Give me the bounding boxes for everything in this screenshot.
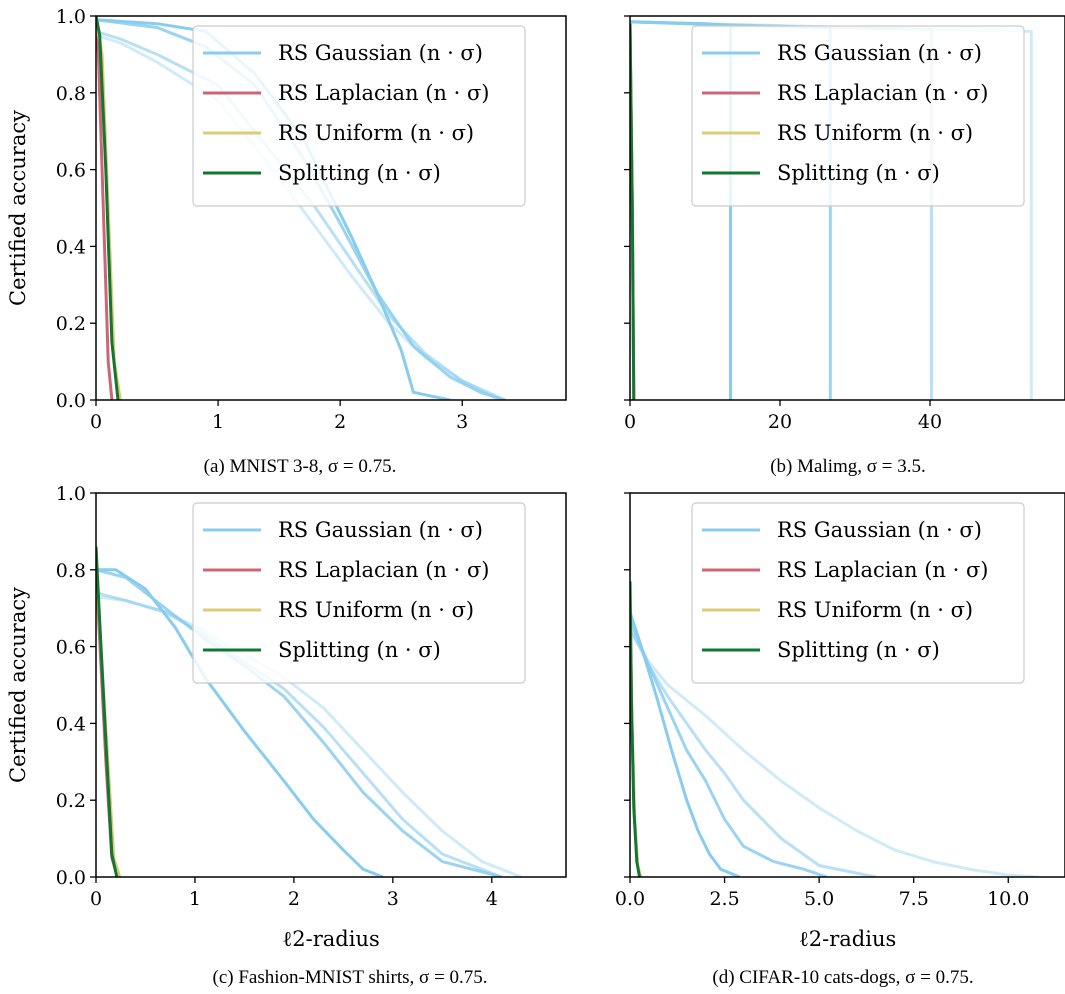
x-tick-label: 0 bbox=[90, 888, 102, 910]
x-axis-label: ℓ2-radius bbox=[282, 927, 380, 951]
series-line-3 bbox=[96, 591, 503, 877]
y-tick-label: 0.8 bbox=[56, 560, 86, 582]
series-line-2 bbox=[96, 568, 503, 877]
y-tick-label: 0.6 bbox=[56, 637, 86, 659]
chart-panel-3: 0.0 0.2 0.4 0.6 0.8 1.0 0 1 2 3 4 Certified accurac… bbox=[6, 483, 567, 988]
legend-label: RS Uniform (n · σ) bbox=[777, 121, 973, 145]
x-tick-label: 5.0 bbox=[804, 888, 834, 910]
legend-label: Splitting (n · σ) bbox=[777, 161, 940, 185]
x-tick-label: 1 bbox=[189, 888, 201, 910]
y-tick-label: 0.4 bbox=[56, 236, 86, 258]
x-tick-label: 10.0 bbox=[987, 888, 1029, 910]
chart-panel-1: 0.0 0.2 0.4 0.6 0.8 1.0 0 1 2 3 Certified accuracy… bbox=[6, 6, 567, 477]
x-tick-label: 1 bbox=[212, 411, 224, 433]
legend-label: RS Laplacian (n · σ) bbox=[777, 81, 989, 105]
panel-caption: (b) Malimg, σ = 3.5. bbox=[770, 456, 926, 477]
panel-caption: (d) CIFAR-10 cats-dogs, σ = 0.75. bbox=[712, 967, 973, 988]
legend-label: Splitting (n · σ) bbox=[278, 638, 441, 662]
series-line-7 bbox=[630, 581, 641, 877]
y-tick-label: 0.4 bbox=[56, 713, 86, 735]
x-tick-label: 2 bbox=[288, 888, 300, 910]
y-tick-label: 0.2 bbox=[56, 790, 86, 812]
x-tick-label: 0.0 bbox=[615, 888, 645, 910]
x-tick-label: 3 bbox=[456, 411, 468, 433]
legend-label: Splitting (n · σ) bbox=[777, 638, 940, 662]
series-line-2 bbox=[96, 18, 506, 400]
panel-caption: (c) Fashion-MNIST shirts, σ = 0.75. bbox=[213, 967, 488, 988]
series-line-4 bbox=[630, 630, 1039, 877]
panel-caption: (a) MNIST 3-8, σ = 0.75. bbox=[204, 456, 397, 477]
legend-label: RS Uniform (n · σ) bbox=[278, 121, 474, 145]
legend-box bbox=[192, 25, 526, 207]
y-tick-label: 0.8 bbox=[56, 83, 86, 105]
series-line-3 bbox=[630, 626, 877, 877]
legend-label: Splitting (n · σ) bbox=[278, 161, 441, 185]
x-tick-label: 40 bbox=[918, 411, 942, 433]
series-line-4 bbox=[96, 33, 500, 400]
series-line-7 bbox=[96, 546, 119, 877]
axes-frame bbox=[95, 492, 567, 878]
x-tick-label: 7.5 bbox=[899, 888, 929, 910]
series-line-2 bbox=[630, 619, 828, 877]
y-axis-label: Certified accuracy bbox=[6, 110, 30, 306]
chart-panel-2: 0 20 40 (b) Malimg, σ = 3.5. RS Gaussian (n … bbox=[624, 15, 1065, 477]
series-line-7 bbox=[630, 23, 636, 400]
series-line-5 bbox=[96, 23, 114, 400]
y-tick-label: 0.0 bbox=[56, 390, 86, 412]
y-tick-label: 0.6 bbox=[56, 160, 86, 182]
legend-label: RS Gaussian (n · σ) bbox=[278, 41, 483, 65]
legend: RS Gaussian (n · σ) RS Laplacian (n · σ) R… bbox=[192, 25, 526, 207]
x-tick-label: 0 bbox=[624, 411, 636, 433]
legend: RS Gaussian (n · σ) RS Laplacian (n · σ) R… bbox=[691, 25, 1025, 207]
legend-label: RS Uniform (n · σ) bbox=[777, 598, 973, 622]
series-line-3 bbox=[96, 29, 506, 400]
series-line-4 bbox=[96, 595, 523, 877]
legend: RS Gaussian (n · σ) RS Laplacian (n · σ) R… bbox=[691, 502, 1025, 684]
legend: RS Gaussian (n · σ) RS Laplacian (n · σ) R… bbox=[192, 502, 526, 684]
x-tick-label: 2.5 bbox=[709, 888, 739, 910]
legend-label: RS Laplacian (n · σ) bbox=[278, 558, 490, 582]
y-tick-label: 0.2 bbox=[56, 313, 86, 335]
axes-frame bbox=[629, 15, 1065, 401]
chart-panel-4: 0.0 2.5 5.0 7.5 10.0 ℓ2-radius (d) CIFAR-10 ca… bbox=[615, 492, 1065, 988]
series-group bbox=[96, 16, 506, 400]
legend-label: RS Gaussian (n · σ) bbox=[777, 41, 982, 65]
legend-label: RS Laplacian (n · σ) bbox=[278, 81, 490, 105]
y-tick-label: 1.0 bbox=[56, 6, 86, 28]
x-tick-label: 0 bbox=[90, 411, 102, 433]
series-group bbox=[630, 581, 1039, 877]
x-tick-label: 4 bbox=[486, 888, 498, 910]
legend-label: RS Laplacian (n · σ) bbox=[777, 558, 989, 582]
legend-label: RS Gaussian (n · σ) bbox=[777, 518, 982, 542]
y-axis-label: Certified accuracy bbox=[6, 587, 30, 783]
series-group bbox=[96, 546, 523, 877]
legend-label: RS Gaussian (n · σ) bbox=[278, 518, 483, 542]
legend-label: RS Uniform (n · σ) bbox=[278, 598, 474, 622]
x-tick-label: 2 bbox=[334, 411, 346, 433]
axes-frame bbox=[95, 15, 567, 401]
y-tick-label: 0.0 bbox=[56, 867, 86, 889]
axes-frame bbox=[629, 492, 1065, 878]
x-tick-label: 20 bbox=[768, 411, 792, 433]
x-tick-label: 3 bbox=[387, 888, 399, 910]
series-line-7 bbox=[96, 16, 120, 400]
y-tick-label: 1.0 bbox=[56, 483, 86, 505]
x-axis-label: ℓ2-radius bbox=[799, 927, 897, 951]
legend-box bbox=[691, 502, 1025, 684]
series-line-1 bbox=[96, 568, 384, 877]
legend-box bbox=[192, 502, 526, 684]
legend-box bbox=[691, 25, 1025, 207]
